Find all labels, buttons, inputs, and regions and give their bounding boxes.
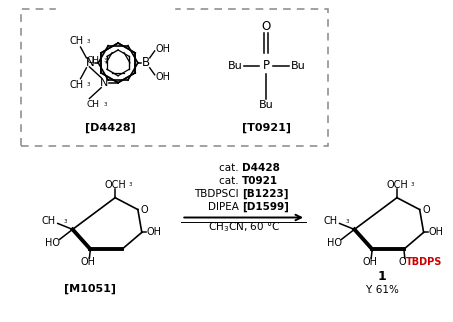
Text: $_3$: $_3$: [63, 217, 68, 226]
Text: O: O: [141, 204, 149, 214]
Text: $_3$: $_3$: [87, 36, 92, 45]
Text: $_3$: $_3$: [410, 180, 415, 189]
Text: O: O: [423, 204, 430, 214]
Bar: [21, 9, 328, 146]
Text: O: O: [262, 20, 271, 33]
Text: OH: OH: [429, 227, 443, 237]
Text: CH: CH: [69, 80, 84, 90]
Text: OH: OH: [147, 227, 162, 237]
Text: Bu: Bu: [291, 61, 305, 71]
Text: CH: CH: [42, 216, 56, 226]
Text: $_3$: $_3$: [128, 180, 133, 189]
Bar: [56, 0, 174, 36]
Text: $_3$: $_3$: [87, 80, 92, 89]
Text: [D4428]: [D4428]: [85, 123, 135, 133]
Text: O: O: [398, 257, 406, 267]
Text: cat.: cat.: [219, 163, 242, 173]
Text: N: N: [100, 78, 108, 88]
Text: CH: CH: [69, 36, 84, 46]
Text: OH: OH: [81, 257, 96, 267]
Text: CH: CH: [323, 216, 338, 226]
Text: [B1223]: [B1223]: [242, 189, 288, 199]
Text: OCH: OCH: [104, 180, 126, 190]
Text: T0921: T0921: [242, 176, 278, 186]
Text: N: N: [86, 56, 95, 69]
Text: OCH: OCH: [386, 180, 408, 190]
Text: 1: 1: [378, 270, 386, 283]
Text: CH: CH: [87, 100, 100, 109]
Text: $_3$: $_3$: [103, 100, 108, 109]
Text: OH: OH: [156, 72, 171, 82]
Text: B: B: [142, 56, 150, 69]
Text: cat.: cat.: [219, 176, 242, 186]
Text: P: P: [263, 59, 270, 72]
Text: [T0921]: [T0921]: [242, 123, 291, 133]
Text: [M1051]: [M1051]: [64, 284, 116, 294]
Text: CH: CH: [87, 56, 100, 65]
Text: Y. 61%: Y. 61%: [365, 285, 399, 295]
Text: DIPEA: DIPEA: [207, 202, 242, 212]
Text: HO: HO: [327, 238, 342, 248]
Text: D4428: D4428: [242, 163, 280, 173]
Text: CH$_3$CN, 60 °C: CH$_3$CN, 60 °C: [207, 221, 280, 234]
Text: [D1599]: [D1599]: [242, 202, 289, 212]
Text: $_3$: $_3$: [103, 56, 108, 65]
Text: $_3$: $_3$: [345, 217, 350, 226]
Text: Bu: Bu: [259, 100, 274, 110]
Text: OH: OH: [156, 44, 171, 54]
Text: HO: HO: [45, 238, 60, 248]
Text: Bu: Bu: [227, 61, 242, 71]
Text: TBDPS: TBDPS: [406, 257, 442, 267]
Text: TBDPSCl: TBDPSCl: [194, 189, 242, 199]
Text: OH: OH: [363, 257, 378, 267]
